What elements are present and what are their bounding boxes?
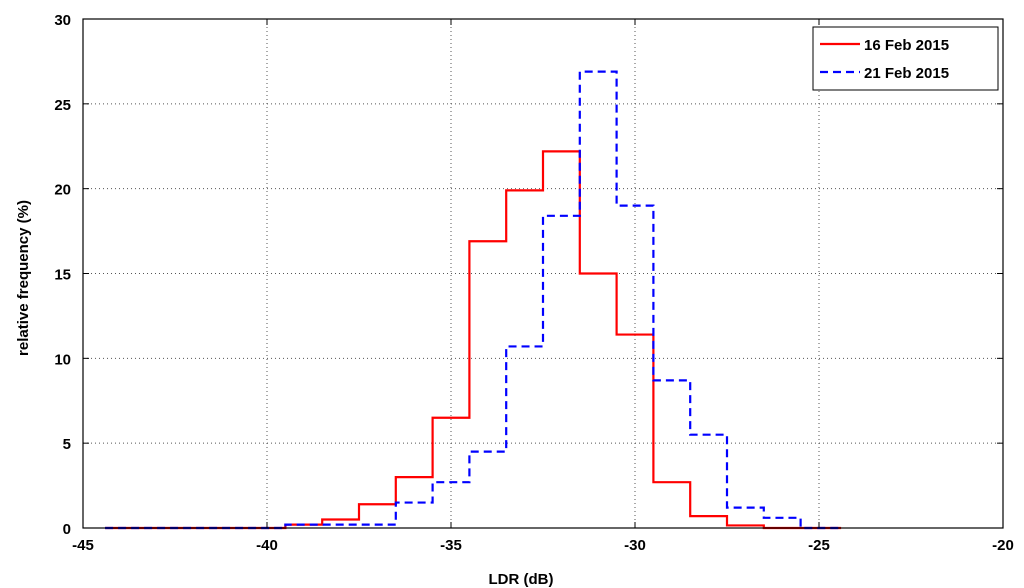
y-tick-label: 25	[54, 97, 71, 114]
x-tick-label: -40	[256, 537, 278, 554]
x-axis-label: LDR (dB)	[489, 571, 554, 588]
series-layer	[105, 70, 842, 530]
x-tick-label: -45	[72, 537, 94, 554]
legend-box	[812, 26, 999, 91]
y-tick-label: 5	[63, 436, 71, 453]
y-tick-label: 20	[54, 182, 71, 199]
y-tick-label: 10	[54, 351, 71, 368]
x-tick-label: -25	[808, 537, 830, 554]
y-tick-label: 0	[63, 521, 71, 538]
x-tick-label: -35	[440, 537, 462, 554]
series-line-16-feb-2015	[105, 150, 842, 530]
y-axis-label: relative frequency (%)	[15, 200, 32, 356]
y-tick-label: 15	[54, 267, 71, 284]
series-line-21-feb-2015	[105, 70, 842, 530]
legend-label-16-feb-2015: 16 Feb 2015	[864, 37, 949, 54]
ticks: -45 -40 -35 -30 -25 -20 0 5 10 15 20 25 30	[54, 12, 1014, 554]
y-tick-label: 30	[54, 12, 71, 29]
legend-label-21-feb-2015: 21 Feb 2015	[864, 65, 949, 82]
x-tick-label: -20	[992, 537, 1014, 554]
legend: 16 Feb 2015 21 Feb 2015	[812, 26, 999, 91]
x-tick-label: -30	[624, 537, 646, 554]
